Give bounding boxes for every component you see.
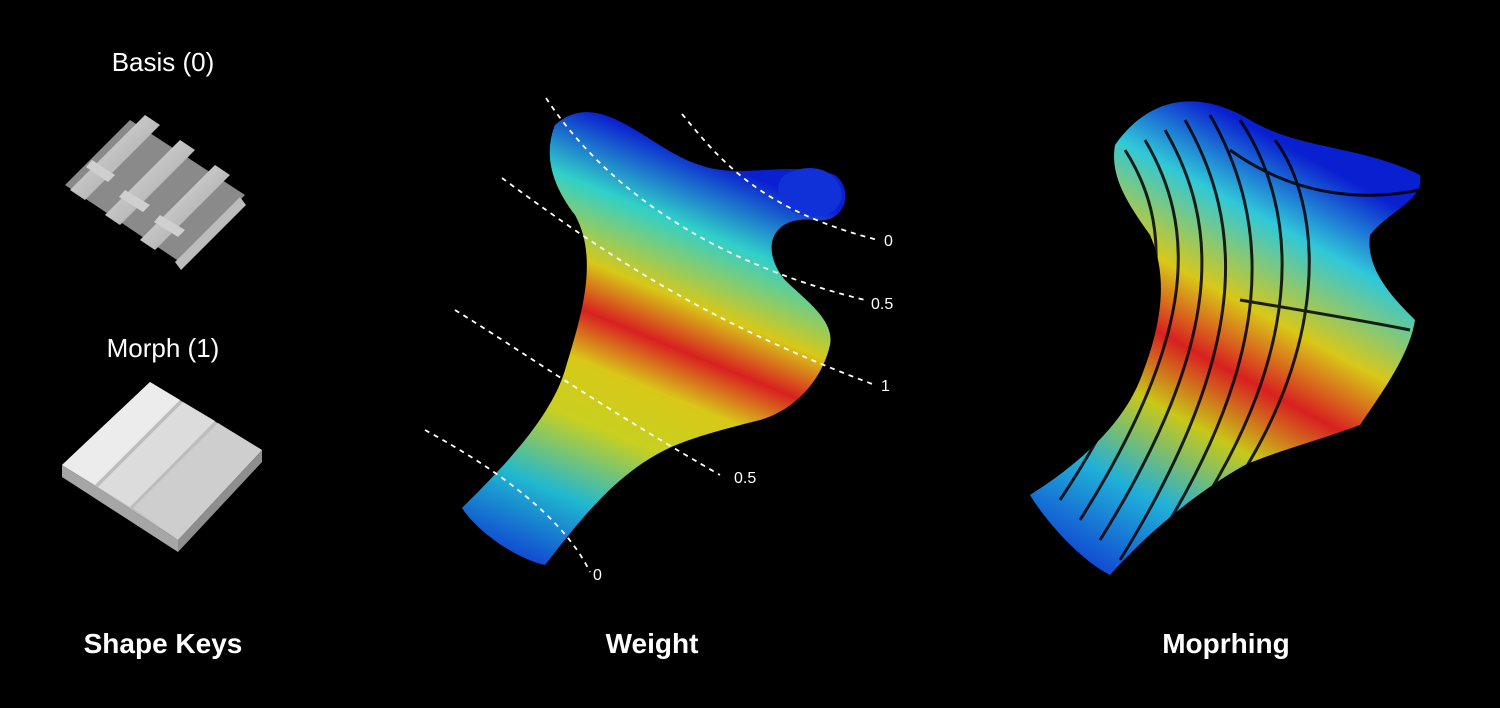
weight-contours [424,97,879,573]
weight-level-label: 0 [593,567,602,584]
weight-surface-shape [462,112,846,566]
morphing-title: Moprhing [1162,628,1290,659]
basis-label: Basis (0) [111,47,215,77]
basis-lattice-icon [65,115,246,270]
weight-level-label: 0.5 [734,470,757,487]
morph-label: Morph (1) [106,333,220,363]
contour-0.5-bottom [454,309,721,476]
morphing-strips-shape [1030,101,1421,576]
contour-0.5-top [545,97,866,301]
morph-slab-icon [62,382,262,552]
shape-keys-title: Shape Keys [83,628,243,659]
weight-level-label: 0 [884,233,893,250]
contour-1 [501,177,876,386]
weight-level-label: 0.5 [871,296,894,313]
contour-0-top [681,113,879,241]
weight-level-label: 1 [881,378,890,395]
weight-title: Weight [605,628,699,659]
contour-0-bottom [424,429,591,573]
